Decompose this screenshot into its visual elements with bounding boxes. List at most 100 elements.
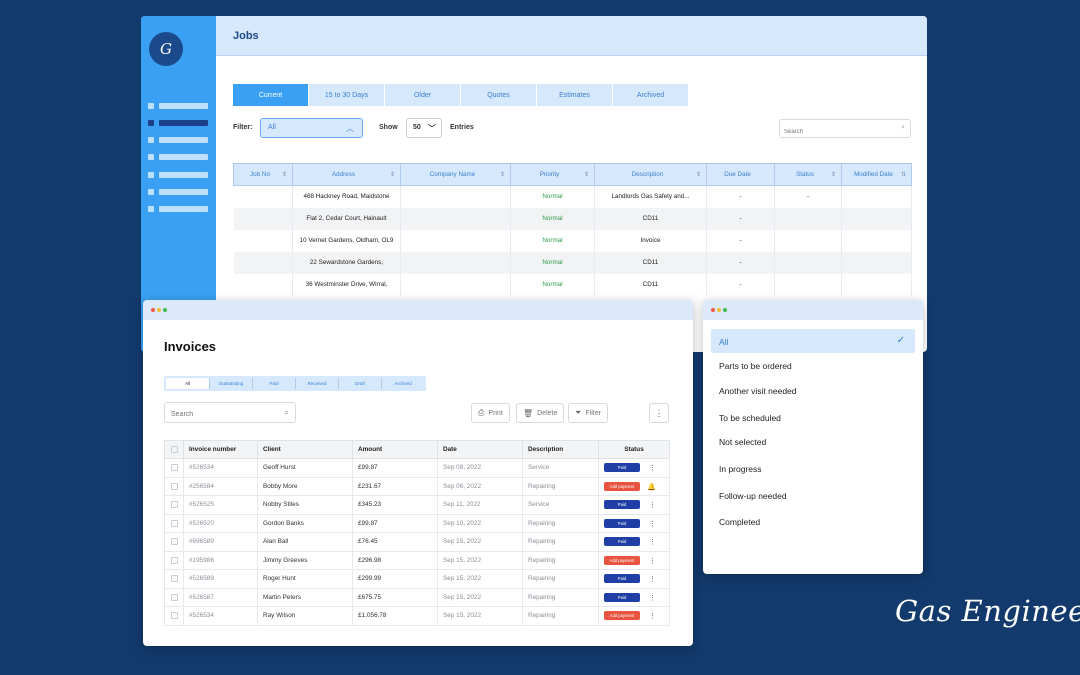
col-modified-date[interactable]: Modified Date ⇅ bbox=[841, 163, 912, 186]
tab-archived[interactable]: Archived bbox=[381, 378, 424, 389]
row-checkbox[interactable] bbox=[164, 606, 184, 626]
option-all[interactable]: All ✓ bbox=[711, 329, 915, 353]
sidebar-item-4[interactable] bbox=[148, 154, 208, 160]
tab-archived[interactable]: Archived bbox=[613, 84, 689, 106]
option-to-be-scheduled[interactable]: To be scheduled bbox=[719, 413, 781, 423]
row-checkbox[interactable] bbox=[164, 587, 184, 607]
row-checkbox[interactable] bbox=[164, 513, 184, 533]
tab-15-to-30-days[interactable]: 15 to 30 Days bbox=[309, 84, 385, 106]
table-row[interactable]: 36 Westminster Drive, Wirral, Normal CD11- bbox=[233, 273, 912, 296]
minimize-dot-icon[interactable] bbox=[717, 308, 721, 312]
tab-current[interactable]: Current bbox=[233, 84, 309, 106]
sidebar-item-6[interactable] bbox=[148, 189, 208, 195]
table-row[interactable]: #526525 Nobby Stiles £345.23 Sep 11, 2022 Se… bbox=[164, 495, 670, 515]
kebab-icon[interactable]: ⋮ bbox=[649, 576, 656, 583]
table-row[interactable]: #526587 Martin Peters £675.75 Sep 15, 2022 R… bbox=[164, 587, 670, 607]
option-not-selected[interactable]: Not selected bbox=[719, 437, 767, 447]
status-badge[interactable]: Paid bbox=[604, 463, 640, 473]
table-row[interactable]: 22 Sewardstone Gardens, Normal CD11- bbox=[233, 251, 912, 274]
table-row[interactable]: #256584 Bobby More £231.67 Sep 06, 2022 Repa… bbox=[164, 476, 670, 496]
status-badge[interactable]: Paid bbox=[604, 592, 640, 602]
col-client[interactable]: Client bbox=[257, 440, 353, 459]
select-all-checkbox[interactable] bbox=[164, 440, 184, 459]
table-row[interactable]: #526520 Gordon Banks £99.87 Sep 10, 2022 Rep… bbox=[164, 513, 670, 533]
col-date[interactable]: Date bbox=[437, 440, 523, 459]
row-checkbox[interactable] bbox=[164, 532, 184, 552]
sidebar-item-5[interactable] bbox=[148, 172, 208, 178]
option-parts-to-be-ordered[interactable]: Parts to be ordered bbox=[719, 361, 792, 371]
sidebar-item-7[interactable] bbox=[148, 206, 208, 212]
invoice-number[interactable]: #526520 bbox=[183, 513, 258, 533]
row-checkbox[interactable] bbox=[164, 458, 184, 478]
sidebar-item-1[interactable] bbox=[148, 103, 208, 109]
kebab-icon[interactable]: ⋮ bbox=[649, 465, 656, 472]
option-completed[interactable]: Completed bbox=[719, 517, 761, 527]
kebab-icon[interactable]: ⋮ bbox=[649, 557, 656, 565]
filter-button[interactable]: ⏷ Filter bbox=[568, 403, 608, 423]
table-row[interactable]: 468 Hackney Road, Maidstone Normal Landlor… bbox=[233, 185, 912, 208]
invoice-number[interactable]: #526587 bbox=[183, 587, 258, 607]
invoice-search[interactable]: ⌕ bbox=[164, 402, 296, 423]
more-options-button[interactable]: ⋮ bbox=[649, 403, 669, 423]
table-row[interactable]: #526589 Roger Hunt £299.99 Sep 15, 2022 Repa… bbox=[164, 569, 670, 589]
status-badge[interactable]: Add payment bbox=[604, 555, 640, 565]
filter-select[interactable]: All ︿ bbox=[260, 118, 363, 138]
col-priority[interactable]: Priority ⇕ bbox=[510, 163, 595, 186]
col-status[interactable]: Status ⇕ bbox=[774, 163, 842, 186]
option-in-progress[interactable]: In progress bbox=[719, 464, 762, 474]
invoice-number[interactable]: #256584 bbox=[183, 476, 258, 496]
row-checkbox[interactable] bbox=[164, 476, 184, 496]
invoice-number[interactable]: #526534 bbox=[183, 606, 258, 626]
table-row[interactable]: #526534 Geoff Hurst £99.87 Sep 08, 2022 Serv… bbox=[164, 458, 670, 478]
tab-estimates[interactable]: Estimates bbox=[537, 84, 613, 106]
tab-all[interactable]: All bbox=[166, 378, 209, 389]
status-badge[interactable]: Add payment bbox=[604, 611, 640, 621]
status-badge[interactable]: Add payment bbox=[604, 481, 640, 491]
jobs-search[interactable]: ⌕ bbox=[779, 119, 911, 138]
col-address[interactable]: Address ⇕ bbox=[292, 163, 401, 186]
tab-paid[interactable]: Paid bbox=[252, 378, 295, 389]
sidebar-item-3[interactable] bbox=[148, 137, 208, 143]
option-another-visit-needed[interactable]: Another visit needed bbox=[719, 386, 797, 396]
kebab-icon[interactable]: ⋮ bbox=[649, 539, 656, 546]
col-company-name[interactable]: Company Name ⇕ bbox=[400, 163, 511, 186]
status-badge[interactable]: Paid bbox=[604, 500, 640, 510]
kebab-icon[interactable]: ⋮ bbox=[649, 594, 656, 602]
invoice-number[interactable]: #526525 bbox=[183, 495, 258, 515]
col-description[interactable]: Description ⇕ bbox=[594, 163, 707, 186]
show-entries-select[interactable]: 50 ﹀ bbox=[406, 118, 442, 138]
print-button[interactable]: ⎙ Print bbox=[471, 403, 510, 423]
tab-outstanding[interactable]: Outstanding bbox=[209, 378, 252, 389]
table-row[interactable]: 10 Vernet Gardens, Oldham, OL9 Normal Invo… bbox=[233, 229, 912, 252]
col-status[interactable]: Status bbox=[598, 440, 670, 459]
close-dot-icon[interactable] bbox=[711, 308, 715, 312]
kebab-icon[interactable]: ⋮ bbox=[649, 613, 656, 620]
bell-icon[interactable]: 🔔 bbox=[647, 483, 656, 491]
minimize-dot-icon[interactable] bbox=[157, 308, 161, 312]
row-checkbox[interactable] bbox=[164, 495, 184, 515]
app-logo[interactable]: G bbox=[149, 32, 183, 66]
table-row[interactable]: #696589 Alan Ball £76.45 Sep 15, 2022 Repair… bbox=[164, 532, 670, 552]
sidebar-item-jobs[interactable] bbox=[148, 120, 208, 126]
status-badge[interactable]: Paid bbox=[604, 574, 640, 584]
maximize-dot-icon[interactable] bbox=[723, 308, 727, 312]
invoice-search-input[interactable] bbox=[171, 411, 271, 418]
row-checkbox[interactable] bbox=[164, 569, 184, 589]
delete-button[interactable]: 🗑 Delete bbox=[516, 403, 565, 423]
table-row[interactable]: #195986 Jimmy Greeves £296.98 Sep 15, 2022 R… bbox=[164, 550, 670, 570]
status-badge[interactable]: Paid bbox=[604, 537, 640, 547]
col-amount[interactable]: Amount bbox=[352, 440, 438, 459]
jobs-search-input[interactable] bbox=[784, 129, 894, 135]
col-description[interactable]: Description bbox=[522, 440, 599, 459]
kebab-icon[interactable]: ⋮ bbox=[649, 502, 656, 509]
col-due-date[interactable]: Due Date bbox=[706, 163, 775, 186]
row-checkbox[interactable] bbox=[164, 550, 184, 570]
kebab-icon[interactable]: ⋮ bbox=[649, 520, 656, 528]
status-badge[interactable]: Paid bbox=[604, 518, 640, 528]
maximize-dot-icon[interactable] bbox=[163, 308, 167, 312]
col-job-no[interactable]: Job No ⇕ bbox=[233, 163, 293, 186]
invoice-number[interactable]: #526589 bbox=[183, 569, 258, 589]
tab-quotes[interactable]: Quotes bbox=[461, 84, 537, 106]
tab-older[interactable]: Older bbox=[385, 84, 461, 106]
invoice-number[interactable]: #195986 bbox=[183, 550, 258, 570]
